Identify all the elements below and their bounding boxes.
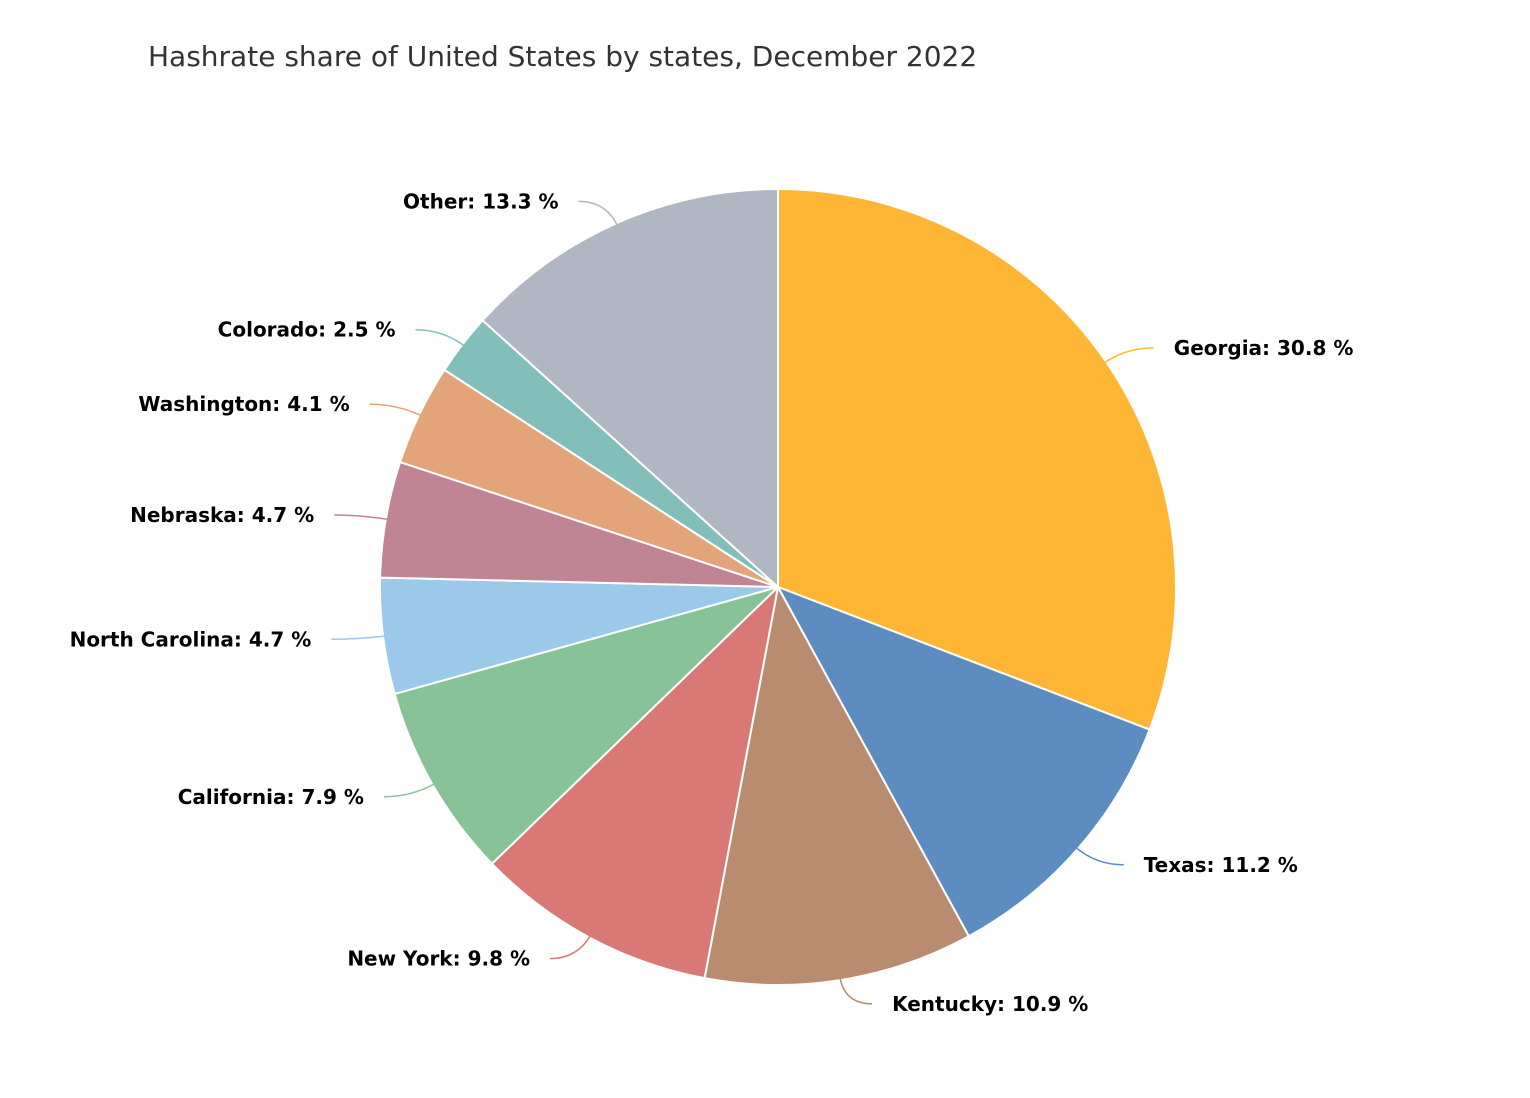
pie-slices — [379, 188, 1177, 986]
connector-kentucky — [838, 975, 873, 1005]
slice-label-georgia: Georgia: 30.8 % — [1174, 336, 1354, 360]
connector-new-york — [549, 933, 592, 960]
slice-label-kentucky: Kentucky: 10.9 % — [892, 992, 1088, 1016]
slice-label-other: Other: 13.3 % — [403, 189, 559, 213]
label-connectors — [331, 200, 1154, 1005]
connector-texas — [1074, 845, 1124, 866]
connector-georgia — [1102, 347, 1154, 365]
slice-label-new-york: New York: 9.8 % — [347, 947, 530, 971]
connector-california — [383, 782, 437, 798]
slice-label-california: California: 7.9 % — [178, 785, 364, 809]
connector-nebraska — [334, 514, 390, 521]
chart-title: Hashrate share of United States by state… — [148, 40, 978, 73]
slice-label-washington: Washington: 4.1 % — [138, 392, 349, 416]
connector-colorado — [415, 328, 467, 348]
slice-labels: Georgia: 30.8 % Texas: 11.2 % Kentucky: 10… — [70, 189, 1354, 1015]
slice-label-colorado: Colorado: 2.5 % — [218, 318, 396, 342]
connector-other — [578, 200, 619, 228]
slice-label-nebraska: Nebraska: 4.7 % — [130, 503, 314, 527]
slice-label-north-carolina: North Carolina: 4.7 % — [70, 627, 312, 651]
slice-label-texas: Texas: 11.2 % — [1144, 853, 1298, 877]
connector-north-carolina — [331, 635, 388, 641]
connector-washington — [369, 403, 424, 417]
